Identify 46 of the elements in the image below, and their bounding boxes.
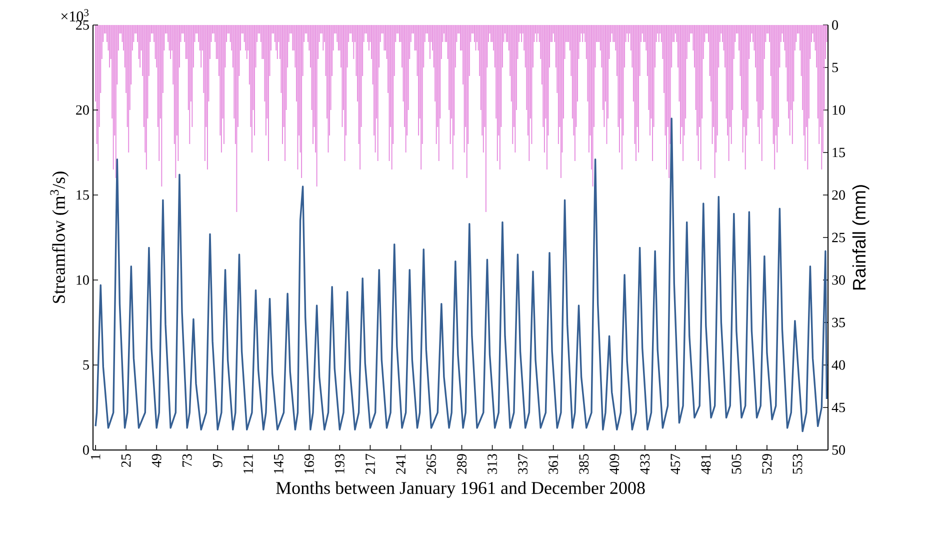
x-axis-title: Months between January 1961 and December 2008 [276, 481, 645, 498]
x-tick-label: 313 [488, 454, 498, 474]
y-tick-label: 20 [76, 105, 89, 115]
x-tick-label: 457 [670, 454, 680, 474]
x-tick-label: 241 [396, 454, 406, 474]
y-tick-label: 25 [76, 20, 89, 30]
y2-tick-label: 40 [832, 360, 846, 370]
x-tick-label: 217 [366, 454, 375, 474]
y2-tick-label: 25 [832, 232, 846, 242]
y2-tick-label: 45 [832, 402, 846, 412]
y2-axis-title: Rainfall (mm) [852, 185, 870, 290]
x-tick-label: 337 [518, 454, 528, 474]
x-tick-label: 265 [426, 454, 436, 474]
y-tick-label: 0 [83, 445, 89, 455]
x-tick-label: 505 [732, 454, 742, 474]
x-tick-label: 1 [90, 454, 100, 460]
y2-tick-label: 5 [832, 62, 838, 72]
x-tick-label: 193 [335, 454, 344, 474]
line-series [94, 118, 828, 432]
x-tick-label: 121 [244, 454, 253, 474]
x-tick-label: 433 [640, 454, 650, 474]
y2-tick-label: 0 [832, 20, 838, 30]
y2-tick-label: 30 [832, 275, 846, 285]
y-tick-label: 15 [76, 190, 89, 200]
y2-tick-label: 20 [832, 190, 846, 200]
x-tick-label: 529 [762, 454, 772, 474]
x-tick-label: 97 [212, 454, 222, 468]
x-tick-label: 409 [610, 454, 620, 474]
x-tick-label: 49 [152, 454, 162, 468]
y2-tick-label: 50 [832, 445, 846, 455]
y2-tick-label: 10 [832, 105, 846, 115]
x-tick-label: 361 [548, 454, 558, 474]
x-tick-label: 145 [274, 454, 284, 474]
x-tick-label: 481 [701, 454, 711, 474]
x-tick-label: 553 [792, 454, 802, 474]
x-tick-label: 73 [182, 454, 192, 467]
text: ×10$^{3}$ [61, 9, 89, 22]
y2-tick-label: 35 [832, 318, 846, 328]
x-tick-label: 289 [457, 454, 467, 474]
x-tick-label: 169 [304, 454, 314, 474]
x-tick-label: 25 [121, 454, 131, 467]
y2-tick-label: 15 [832, 148, 846, 158]
y-axis-title: Streamflow (m$^{3}$/s) [50, 172, 69, 303]
y-tick-label: 10 [76, 275, 89, 285]
x-tick-label: 385 [579, 454, 589, 474]
y-tick-label: 5 [83, 360, 89, 370]
